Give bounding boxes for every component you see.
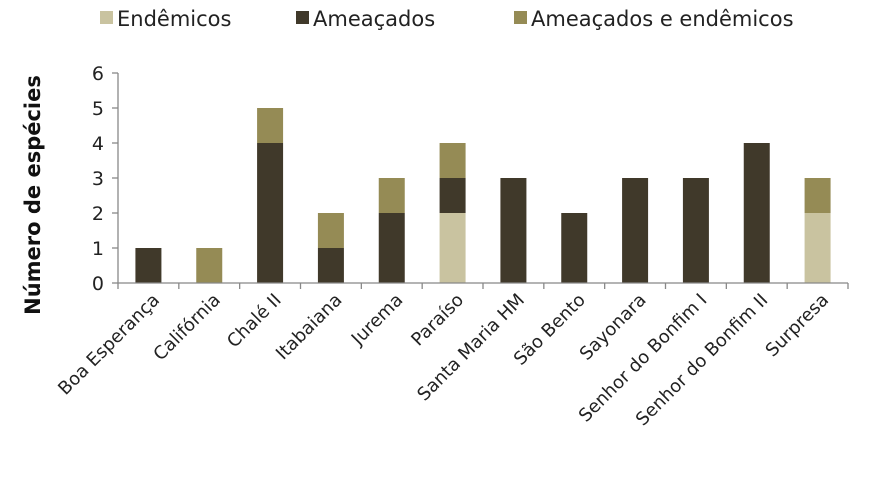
bar-segment [196, 248, 223, 283]
y-tick-label: 5 [92, 98, 104, 120]
bar-segment [439, 178, 466, 213]
y-tick-label: 2 [92, 203, 104, 225]
legend-label: Ameaçados e endêmicos [531, 7, 794, 31]
bar-segment [439, 213, 466, 283]
y-tick-label: 1 [92, 238, 104, 260]
bar-segment [622, 178, 649, 283]
y-axis: 0 1 2 3 4 5 6 [92, 63, 119, 295]
legend-swatch [100, 11, 113, 24]
y-tick-label: 3 [92, 168, 104, 190]
bar-segment [743, 143, 770, 283]
x-tick-label: Paraíso [407, 290, 468, 351]
y-tick-label: 6 [92, 63, 104, 85]
legend-swatch [296, 11, 309, 24]
x-tick-label: Santa Maria HM [413, 290, 529, 406]
bar-segment [257, 143, 284, 283]
x-tick-label: Chalé II [223, 290, 286, 353]
bar-segment [439, 143, 466, 178]
x-tick-label: Itabaiana [272, 290, 346, 364]
bar-segment [561, 213, 588, 283]
bar-segment [317, 248, 344, 283]
x-tick-label: Boa Esperança [54, 290, 164, 400]
bars [135, 108, 831, 283]
y-axis-label: Número de espécies [21, 75, 45, 315]
bar-segment [682, 178, 709, 283]
bar-segment [135, 248, 162, 283]
bar-segment [804, 213, 831, 283]
bar-segment [317, 213, 344, 248]
x-tick-label: Jurema [347, 290, 407, 350]
bar-segment [378, 178, 405, 213]
legend-label: Endêmicos [117, 7, 231, 31]
bar-segment [804, 178, 831, 213]
legend-swatch [514, 11, 527, 24]
x-tick-label: Surpresa [762, 290, 834, 362]
bar-segment [257, 108, 284, 143]
x-tick-label: Califórnia [149, 290, 224, 365]
legend: Endêmicos Ameaçados Ameaçados e endêmicos [100, 7, 794, 31]
bar-segment [378, 213, 405, 283]
bar-segment [500, 178, 527, 283]
y-tick-label: 4 [92, 133, 104, 155]
y-tick-label: 0 [92, 273, 104, 295]
legend-label: Ameaçados [313, 7, 435, 31]
